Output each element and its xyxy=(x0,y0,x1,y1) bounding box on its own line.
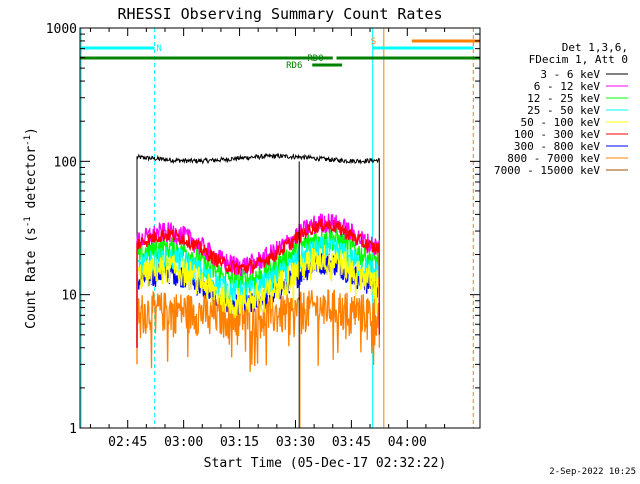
legend-label-8: 7000 - 15000 keV xyxy=(494,164,600,177)
legend-label-3: 25 - 50 keV xyxy=(527,104,600,117)
series-line-1 xyxy=(136,213,380,348)
x-tick-label-1: 03:00 xyxy=(164,435,203,450)
legend-header-1: FDecim 1, Att 0 xyxy=(529,53,628,66)
legend-label-1: 6 - 12 keV xyxy=(534,80,601,93)
series-line-4 xyxy=(136,245,380,348)
y-axis-label-sup1: -1 xyxy=(23,216,33,227)
flag-label-3: RD6 xyxy=(286,61,302,71)
plot-frame xyxy=(79,27,481,429)
series-line-0 xyxy=(136,152,380,348)
flag-label-0: N xyxy=(156,44,161,54)
legend-label-7: 800 - 7000 keV xyxy=(507,152,600,165)
chart-title: RHESSI Observing Summary Count Rates xyxy=(117,5,442,23)
y-axis-label-main: Count Rate (s xyxy=(24,227,39,329)
legend-label-5: 100 - 300 keV xyxy=(514,128,600,141)
x-tick-label-4: 03:45 xyxy=(332,435,371,450)
y-tick-label-1: 10 xyxy=(61,289,77,304)
x-axis-label: Start Time (05-Dec-17 02:32:22) xyxy=(204,456,447,471)
legend-header-0: Det 1,3,6, xyxy=(562,41,628,54)
flag-label-1: S xyxy=(371,37,376,47)
legend-label-4: 50 - 100 keV xyxy=(521,116,601,129)
legend-label-0: 3 - 6 keV xyxy=(540,68,600,81)
y-axis-label-mid: detector xyxy=(24,146,39,217)
y-tick-label-2: 100 xyxy=(54,155,77,170)
flag-label-2: RD0 xyxy=(307,54,323,64)
date-stamp: 2-Sep-2022 10:25 xyxy=(549,467,636,477)
x-tick-label-2: 03:15 xyxy=(220,435,259,450)
y-tick-label-3: 1000 xyxy=(46,22,77,37)
y-axis-label-end: ) xyxy=(24,127,39,135)
y-axis-label-sup2: -1 xyxy=(23,135,33,146)
legend-label-6: 300 - 800 keV xyxy=(514,140,600,153)
x-tick-label-3: 03:30 xyxy=(276,435,315,450)
legend-label-2: 12 - 25 keV xyxy=(527,92,600,105)
y-axis-label: Count Rate (s-1 detector-1) xyxy=(23,127,39,329)
x-tick-label-0: 02:45 xyxy=(108,435,147,450)
series-line-5 xyxy=(136,218,380,348)
x-tick-label-5: 04:00 xyxy=(388,435,427,450)
y-tick-label-0: 1 xyxy=(69,422,77,437)
